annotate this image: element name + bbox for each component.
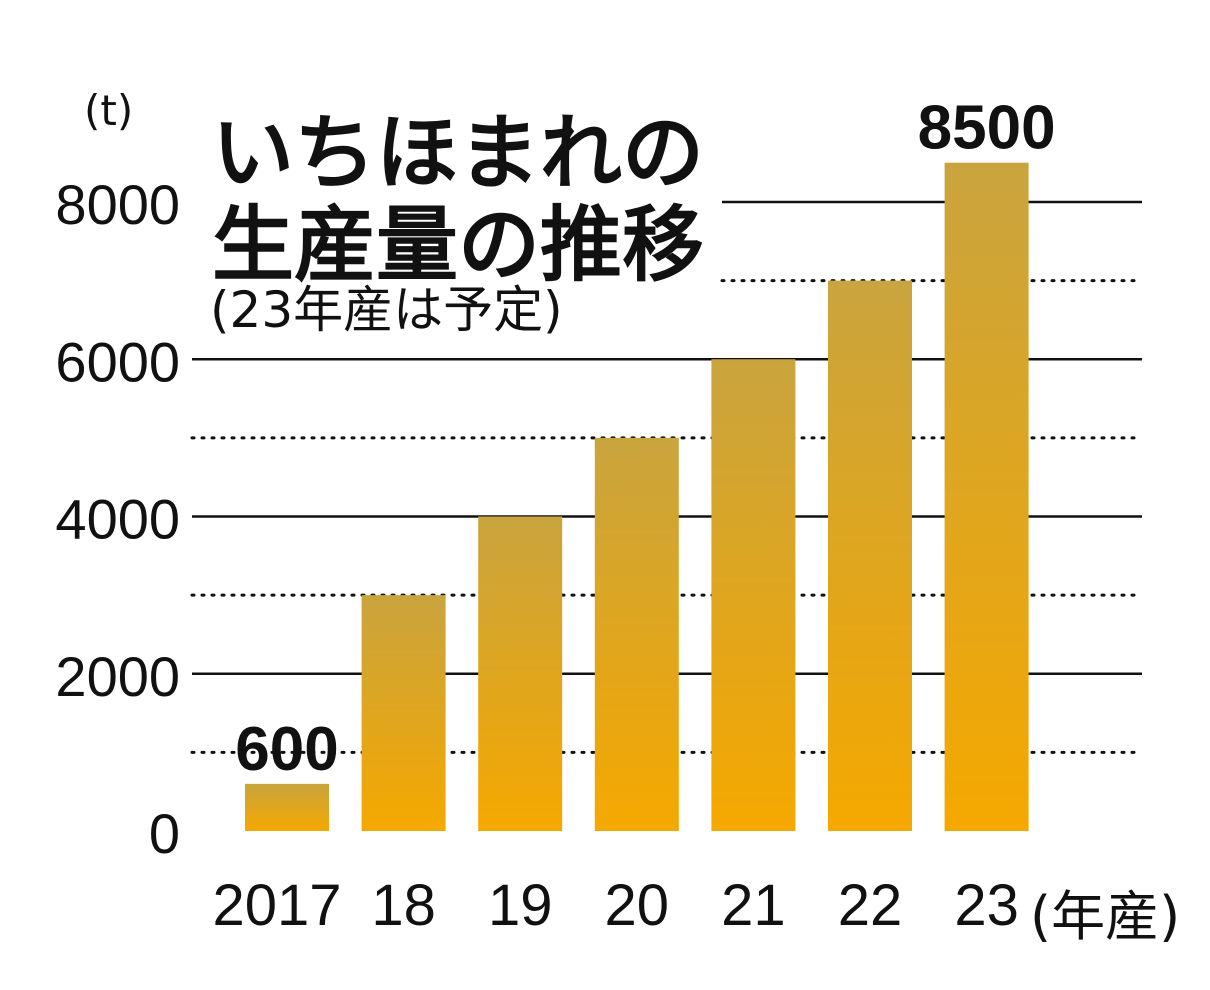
labels: 0 2000 4000 6000 8000 2017 18 19 20 21 22 23 600 8500: [55, 94, 1055, 938]
y-tick-label: 8000: [55, 173, 180, 236]
chart-title-line-2: 生産量の推移: [212, 198, 705, 293]
data-label: 600: [235, 715, 338, 784]
chart-subtitle: (23年産は予定): [210, 281, 563, 339]
x-tick-label: 18: [371, 873, 436, 938]
bar-20: [594, 437, 679, 831]
bar-19: [478, 516, 563, 831]
bar-22: [828, 280, 912, 831]
x-tick-label: 23: [954, 873, 1019, 938]
bar-2017: [245, 783, 329, 831]
x-tick-label: 21: [721, 873, 786, 938]
bar-23: [944, 162, 1029, 831]
y-tick-label: 0: [149, 802, 180, 865]
y-tick-label: 4000: [55, 488, 180, 551]
bar-21: [711, 359, 796, 831]
x-tick-label: 19: [488, 873, 553, 938]
x-axis-unit: (年産): [1030, 885, 1181, 948]
x-tick-label: 22: [838, 873, 903, 938]
y-tick-label: 6000: [55, 330, 180, 393]
data-label: 8500: [918, 94, 1056, 163]
x-tick-label: 20: [605, 873, 670, 938]
x-tick-label: 2017: [212, 873, 341, 938]
bar-18: [361, 595, 446, 831]
chart-title-line-1: いちほまれの: [212, 106, 705, 201]
y-axis-unit: (t): [84, 86, 134, 135]
bars: [245, 162, 1029, 831]
y-tick-label: 2000: [55, 645, 180, 708]
